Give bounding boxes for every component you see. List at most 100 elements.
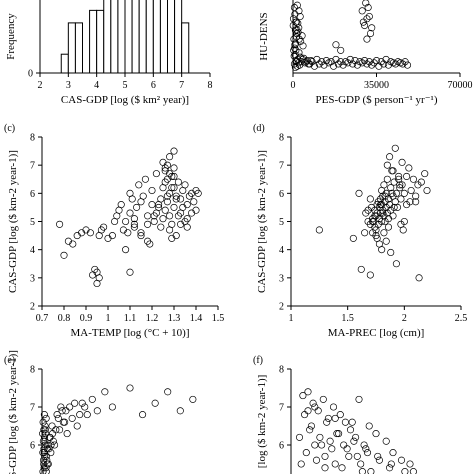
data-point — [302, 58, 310, 66]
data-point — [310, 62, 319, 70]
y-axis-label: HU-DENS — [258, 12, 270, 60]
panel-6: (f) 6 7 8 [log ($ km-2 year-1)] — [253, 355, 417, 474]
y-tick-label: 6 — [279, 189, 284, 200]
data-point — [304, 388, 312, 396]
data-point — [42, 430, 50, 438]
data-point — [299, 42, 307, 50]
data-point — [421, 170, 429, 178]
data-point — [328, 445, 336, 453]
data-point — [346, 426, 355, 434]
x-tick-label: 1.3 — [168, 313, 181, 324]
data-point — [58, 407, 66, 415]
data-point — [290, 35, 298, 43]
data-point — [100, 223, 108, 231]
data-point — [399, 226, 407, 234]
data-point — [183, 201, 191, 209]
data-point — [382, 237, 390, 245]
data-point — [409, 175, 417, 183]
panel-label: (c) — [4, 123, 15, 134]
data-point — [117, 201, 125, 209]
x-tick-label: 0.8 — [58, 313, 71, 324]
data-point — [352, 433, 360, 441]
data-point — [52, 426, 60, 434]
y-tick-label: 7 — [30, 403, 35, 414]
data-point — [341, 418, 349, 426]
data-point — [170, 164, 178, 172]
histogram-bar — [145, 0, 154, 74]
y-tick-label: 7 — [279, 161, 284, 172]
data-point — [295, 433, 304, 441]
data-point — [343, 445, 351, 453]
data-point — [348, 418, 356, 426]
data-point — [364, 3, 372, 12]
data-point — [355, 189, 363, 197]
data-point — [382, 437, 390, 445]
data-point — [56, 220, 64, 228]
data-point — [372, 232, 380, 240]
data-point — [400, 217, 408, 226]
y-tick-label: 5 — [279, 217, 284, 228]
y-tick-label: 7 — [279, 403, 284, 414]
panel-3: (c) 2 3 4 5 6 7 8 0.7 0.8 0.9 1 1.1 1.2 1.3 1.4 1.5 MA-TE… — [4, 123, 224, 339]
data-point — [345, 452, 353, 460]
x-tick-label: 6 — [151, 80, 156, 91]
data-point — [311, 403, 319, 411]
data-point — [163, 198, 171, 206]
y-axis-label: CAS-GDP [log ($ km-2 year-1)] — [7, 350, 19, 474]
data-point — [41, 441, 49, 449]
x-tick-label: 0 — [291, 80, 296, 91]
data-point — [126, 209, 134, 217]
y-tick-label: 2 — [30, 302, 35, 313]
data-point — [174, 178, 182, 186]
x-axis-label: CAS-GDP [log ($ km² year)] — [61, 94, 189, 106]
data-point — [363, 60, 371, 68]
data-point — [403, 172, 411, 180]
data-point — [133, 203, 141, 211]
histogram-bar — [159, 0, 169, 74]
data-point — [76, 411, 84, 419]
data-point — [392, 260, 400, 268]
y-tick-label: 4 — [279, 245, 284, 256]
x-tick-label: 8 — [208, 80, 213, 91]
data-point — [399, 60, 407, 68]
y-tick-label: 8 — [30, 365, 35, 376]
data-point — [324, 414, 332, 422]
data-point — [181, 181, 189, 189]
data-point — [164, 388, 172, 396]
data-point — [190, 198, 198, 206]
data-point — [44, 460, 52, 468]
panel-5: (e) 6 7 8 CAS-GDP [log ($ km-2 year-1)] — [4, 350, 197, 474]
x-tick-label: 0.7 — [36, 313, 49, 324]
data-point — [337, 46, 345, 54]
data-point — [392, 60, 400, 68]
data-point — [417, 178, 425, 186]
histogram-bar — [131, 0, 140, 74]
data-point — [43, 441, 51, 449]
data-point — [126, 268, 134, 276]
data-point — [308, 58, 316, 66]
data-point — [41, 452, 49, 460]
x-tick-label: 4 — [94, 80, 99, 91]
histogram-bar — [67, 22, 76, 74]
data-point — [144, 212, 152, 220]
data-point — [409, 468, 417, 474]
y-tick-label: 6 — [279, 441, 284, 452]
data-point — [159, 215, 167, 223]
x-tick-label: 35000 — [364, 80, 389, 91]
x-tick-label: 1.2 — [146, 313, 159, 324]
data-point — [170, 203, 178, 211]
data-point — [329, 403, 338, 411]
x-tick-label: 1 — [289, 313, 294, 324]
data-point — [384, 223, 393, 231]
histogram-bar — [124, 0, 133, 74]
data-point — [91, 265, 99, 273]
data-point — [49, 430, 57, 438]
data-point — [359, 18, 367, 26]
data-point — [358, 468, 366, 474]
data-point — [306, 426, 314, 434]
x-tick-label: 3 — [66, 80, 71, 91]
data-point — [369, 217, 377, 226]
data-point — [387, 184, 395, 192]
data-point — [400, 189, 408, 197]
y-tick-label: 6 — [30, 441, 35, 452]
